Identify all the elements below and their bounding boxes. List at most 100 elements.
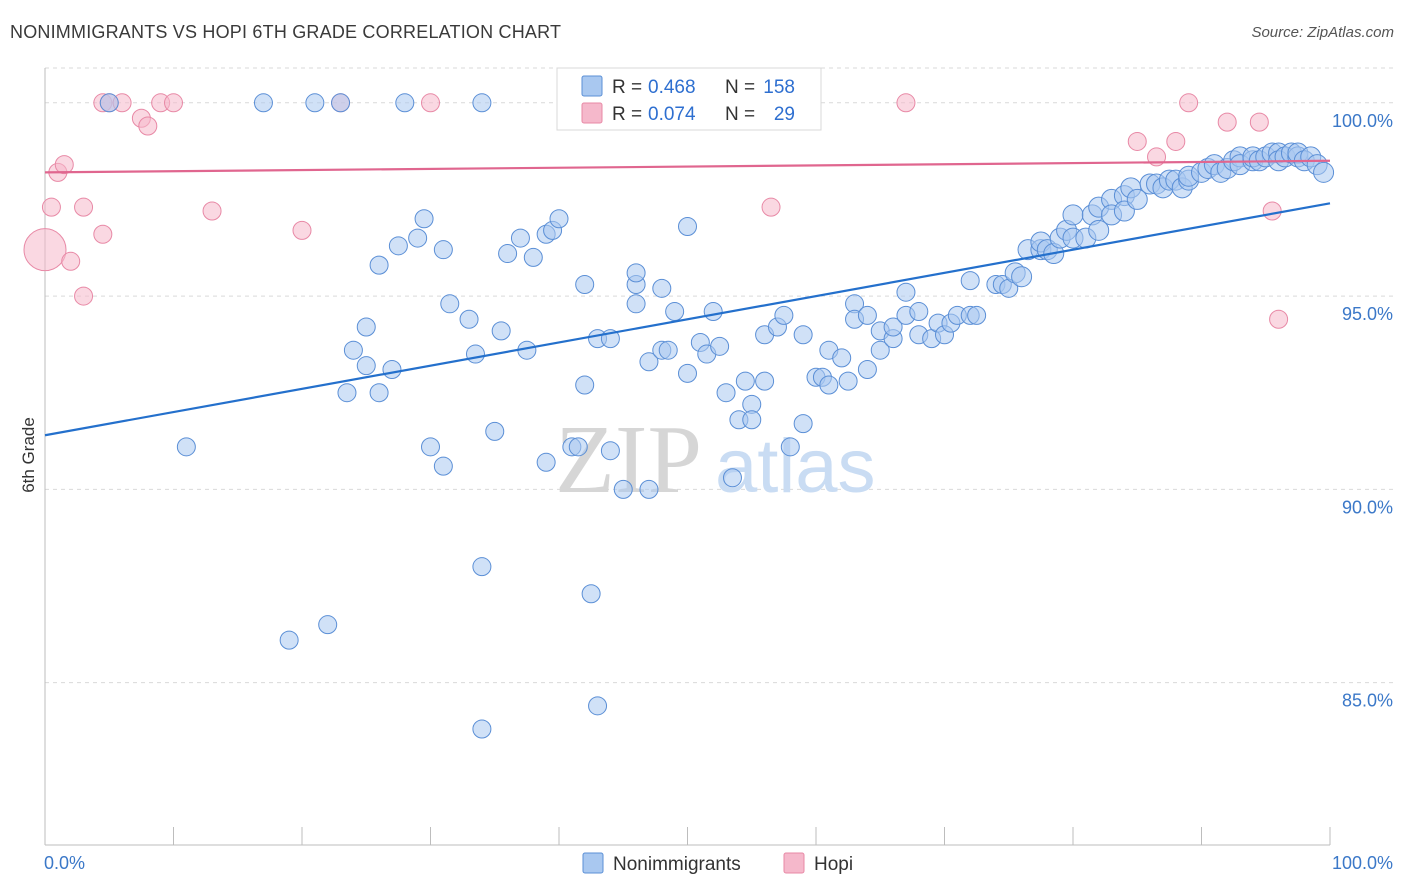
nonimmigrants-point-61	[710, 336, 730, 356]
nonimmigrants-point-34	[536, 452, 556, 472]
nonimmigrants-point-23	[459, 309, 479, 329]
nonimmigrants-point-10	[343, 340, 363, 360]
bottom-legend-swatch-hopi	[783, 852, 805, 874]
hopi-point-21	[1127, 131, 1147, 151]
y-tick-labels: 85.0% 90.0% 95.0% 100.0%	[1332, 111, 1393, 711]
nonimmigrants-point-92	[909, 302, 929, 322]
hopi-point-24	[1179, 93, 1199, 113]
nonimmigrants-point-22	[440, 294, 460, 314]
watermark-atlas: atlas	[715, 424, 876, 509]
hopi-point-16	[292, 220, 312, 240]
chart-title: NONIMMIGRANTS VS HOPI 6TH GRADE CORRELAT…	[10, 22, 562, 42]
hopi-point-1	[41, 197, 61, 217]
nonimmigrants-point-15	[382, 360, 402, 380]
nonimmigrants-point-53	[652, 278, 672, 298]
nonimmigrants-point-21	[433, 240, 453, 260]
hopi-point-14	[164, 93, 183, 113]
nonimmigrants-point-9	[337, 383, 357, 403]
nonimmigrants-point-0	[99, 93, 119, 113]
x-tick-label-first: 0.0%	[44, 853, 85, 873]
grid-lines	[45, 67, 1395, 684]
nonimmigrants-point-4	[395, 93, 415, 113]
nonimmigrants-point-40	[575, 274, 595, 294]
nonimmigrants-point-17	[408, 228, 428, 248]
nonimmigrants-point-26	[472, 557, 492, 577]
nonimmigrants-point-55	[665, 302, 685, 322]
nonimmigrants-point-18	[414, 209, 434, 229]
nonimmigrants-point-117	[1088, 219, 1110, 241]
legend-swatch-nonimmigrants	[581, 75, 603, 97]
nonimmigrants-point-89	[896, 282, 916, 302]
nonimmigrants-point-63	[722, 468, 742, 488]
nonimmigrants-point-74	[793, 414, 813, 434]
nonimmigrants-point-51	[639, 479, 659, 499]
y-tick-label-3: 100.0%	[1332, 111, 1393, 131]
hopi-point-28	[1269, 309, 1289, 329]
nonimmigrants-point-65	[735, 371, 755, 391]
hopi-point-12	[138, 116, 158, 136]
legend-n-label-2: N =	[725, 104, 755, 125]
hopi-point-15	[202, 201, 222, 221]
nonimmigrants-point-2	[305, 93, 325, 113]
nonimmigrants-point-79	[832, 348, 852, 368]
hopi-point-8	[93, 224, 113, 244]
source-label: Source: ZipAtlas.com	[1251, 24, 1394, 41]
nonimmigrants-point-6	[176, 437, 196, 457]
nonimmigrants-point-77	[819, 375, 839, 395]
nonimmigrants-point-83	[857, 305, 877, 325]
nonimmigrants-point-13	[369, 383, 389, 403]
hopi-point-6	[74, 286, 94, 306]
nonimmigrants-point-24	[465, 344, 485, 364]
legend-r-label-2: R =	[612, 104, 642, 125]
watermark-zip: ZIP	[555, 406, 702, 514]
hopi-trend-line	[44, 159, 1331, 174]
nonimmigrants-point-62	[716, 383, 736, 403]
hopi-point-19	[761, 197, 781, 217]
nonimmigrants-point-85	[870, 340, 890, 360]
legend-r-value-2: 0.074	[648, 104, 696, 125]
nonimmigrants-point-56	[678, 363, 697, 383]
nonimmigrants-point-27	[485, 421, 505, 441]
nonimmigrants-point-73	[793, 325, 813, 345]
nonimmigrants-point-25	[472, 719, 492, 739]
nonimmigrants-point-54	[658, 340, 678, 360]
hopi-point-5	[74, 197, 94, 217]
legend-r-label-1: R =	[612, 77, 642, 98]
nonimmigrants-point-155	[1313, 161, 1335, 183]
nonimmigrants-point-72	[780, 437, 800, 457]
nonimmigrants-trend-line	[44, 202, 1331, 437]
nonimmigrants-point-42	[588, 696, 608, 716]
nonimmigrants-point-71	[774, 305, 794, 325]
hopi-point-4	[61, 251, 81, 271]
hopi-point-27	[1262, 201, 1282, 221]
axes	[44, 68, 1331, 846]
nonimmigrants-point-50	[639, 352, 659, 372]
x-tick-label-last: 100.0%	[1332, 853, 1393, 873]
nonimmigrants-point-114	[1062, 204, 1084, 226]
nonimmigrants-point-16	[388, 236, 408, 256]
legend-box: R = 0.468 N = 158 R = 0.074 N = 29	[556, 67, 822, 131]
hopi-point-3	[54, 155, 74, 175]
hopi-point-0	[23, 228, 67, 272]
trend-lines	[44, 159, 1331, 437]
legend-swatch-hopi	[581, 102, 603, 124]
nonimmigrants-point-8	[318, 615, 338, 635]
nonimmigrants-point-20	[433, 456, 453, 476]
nonimmigrants-point-3	[331, 93, 351, 113]
nonimmigrants-point-41	[581, 584, 601, 604]
hopi-point-18	[421, 93, 440, 113]
hopi-point-20	[896, 93, 916, 113]
nonimmigrants-point-7	[279, 630, 299, 650]
y-tick-label-1: 90.0%	[1342, 497, 1393, 517]
nonimmigrants-point-98	[960, 271, 980, 291]
legend-n-value-2: 29	[774, 104, 795, 125]
nonimmigrants-point-84	[857, 360, 877, 380]
nonimmigrants-point-12	[356, 356, 376, 376]
nonimmigrants-point-88	[883, 317, 903, 337]
legend-n-label-1: N =	[725, 77, 755, 98]
legend-n-value-1: 158	[763, 77, 795, 98]
y-tick-label-0: 85.0%	[1342, 691, 1393, 711]
nonimmigrants-point-36	[549, 209, 569, 229]
nonimmigrants-point-14	[369, 255, 389, 275]
